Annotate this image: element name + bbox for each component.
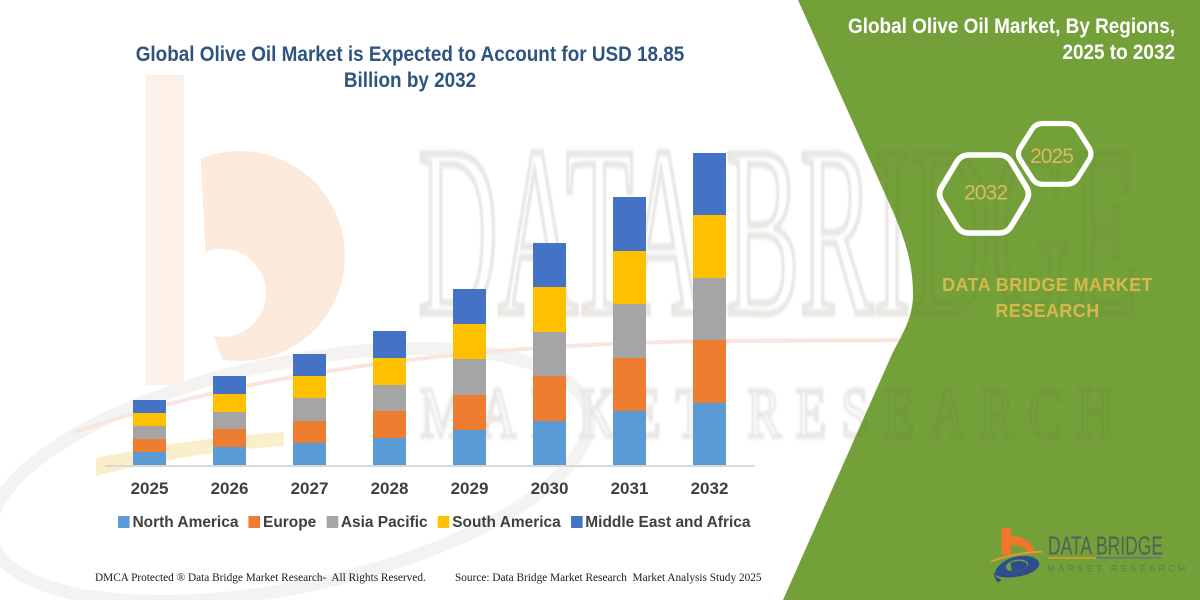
svg-text:2025: 2025 [1030,145,1074,168]
svg-text:MARKET RESEARCH: MARKET RESEARCH [420,374,1128,453]
svg-text:DATA BRIDGE: DATA BRIDGE [1048,531,1163,561]
svg-text:2032: 2032 [964,182,1008,205]
svg-text:MARKET RESEARCH: MARKET RESEARCH [1047,564,1188,575]
